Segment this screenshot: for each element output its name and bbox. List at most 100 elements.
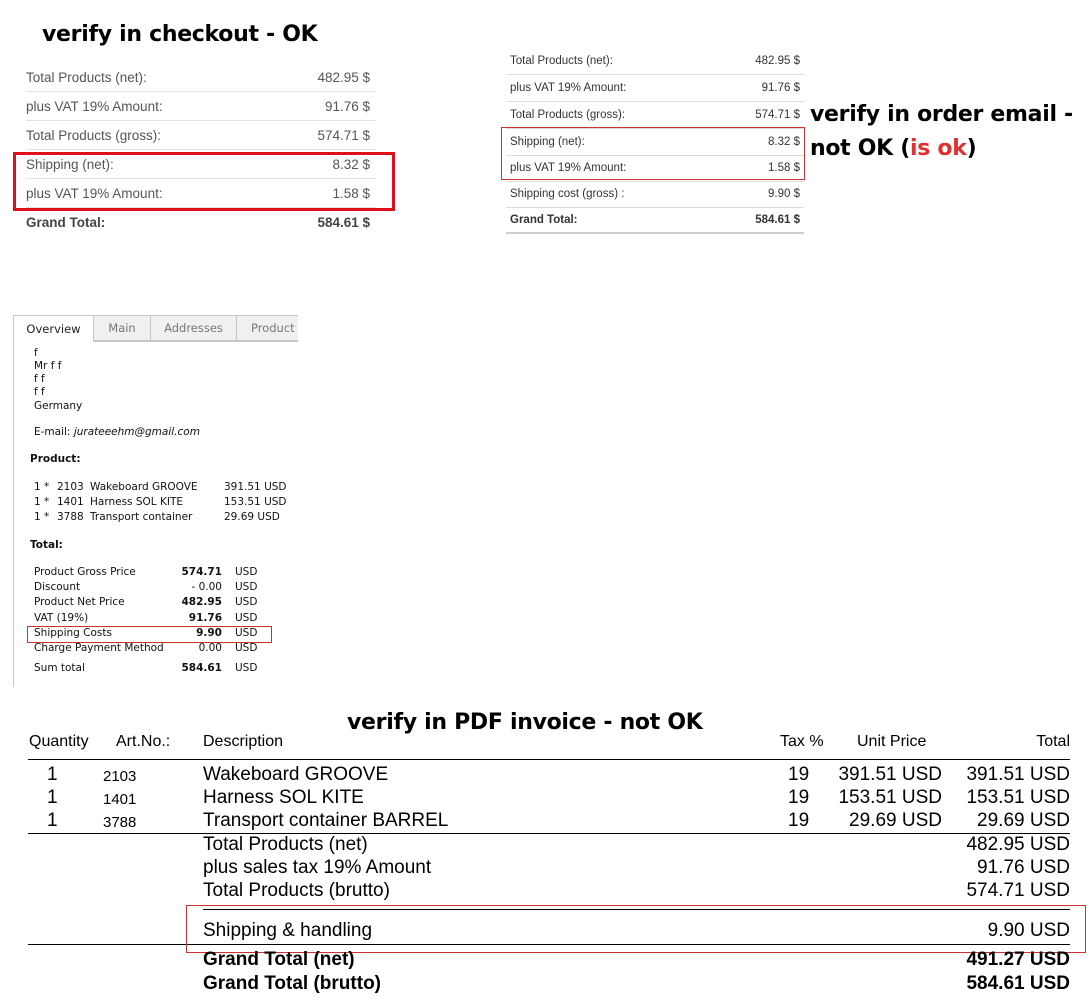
total-value: 9.90 — [196, 627, 222, 639]
email-heading-line2: not OK (is ok) — [810, 136, 977, 161]
row-value: 8.32 $ — [768, 136, 800, 148]
row-value: 482.95 $ — [317, 70, 370, 85]
grand-total-value: 584.61 USD — [966, 973, 1070, 994]
row-value: 91.76 $ — [761, 82, 800, 94]
row-value: 8.32 $ — [332, 157, 370, 172]
row-value: 9.90 $ — [768, 188, 800, 200]
total-currency: USD — [235, 662, 258, 674]
row-value: 482.95 $ — [755, 55, 800, 67]
checkout-row: Total Products (net): 482.95 $ — [26, 64, 376, 92]
email-row: Total Products (gross): 574.71 $ — [506, 102, 804, 129]
row-label: Grand Total: — [26, 214, 106, 230]
address-line: Germany — [34, 400, 83, 412]
address-line: f — [34, 347, 38, 359]
total-currency: USD — [235, 612, 258, 624]
product-heading: Product: — [30, 453, 81, 465]
product-name: Wakeboard GROOVE — [90, 481, 198, 493]
product-qty: 1 * — [34, 496, 50, 508]
grand-total-value: 491.27 USD — [966, 949, 1070, 970]
item-desc: Wakeboard GROOVE — [203, 764, 389, 785]
row-value: 584.61 $ — [755, 213, 800, 226]
total-currency: USD — [235, 566, 258, 578]
email-grand-total: Grand Total: 584.61 $ — [506, 207, 804, 234]
total-value: 574.71 — [181, 566, 222, 578]
item-unit-price: 153.51 USD — [838, 787, 942, 808]
email-line: E-mail: jurateeehm@gmail.com — [34, 426, 200, 439]
total-currency: USD — [235, 596, 258, 608]
checkout-row: plus VAT 19% Amount: 91.76 $ — [26, 93, 376, 121]
total-value: 482.95 — [181, 596, 222, 608]
email-value[interactable]: jurateeehm@gmail.com — [73, 426, 200, 438]
item-qty: 1 — [47, 787, 58, 808]
address-line: f f — [34, 373, 45, 385]
row-label: Total Products (net): — [26, 70, 147, 85]
tab-overview[interactable]: Overview — [13, 315, 94, 342]
email-heading-line1: verify in order email - — [810, 102, 1073, 127]
summary-divider — [203, 909, 1070, 910]
item-unit-price: 29.69 USD — [849, 810, 942, 831]
item-qty: 1 — [47, 764, 58, 785]
summary-label: plus sales tax 19% Amount — [203, 857, 432, 878]
checkout-grand-total: Grand Total: 584.61 $ — [26, 208, 376, 236]
item-total: 391.51 USD — [966, 764, 1070, 785]
summary-value: 574.71 USD — [966, 880, 1070, 901]
email-row: Shipping (net): 8.32 $ — [506, 129, 804, 156]
email-row: Total Products (net): 482.95 $ — [506, 48, 804, 75]
checkout-row: Total Products (gross): 574.71 $ — [26, 122, 376, 150]
row-value: 91.76 $ — [324, 99, 370, 114]
pdf-shipping-highlight — [186, 905, 1086, 953]
item-qty: 1 — [47, 810, 58, 831]
total-label: Charge Payment Method — [34, 642, 164, 654]
email-heading-red-note: is ok — [910, 136, 967, 161]
address-line: Mr f f — [34, 360, 62, 372]
row-value: 574.71 $ — [317, 128, 370, 143]
email-shipping-highlight — [501, 127, 805, 180]
total-value: 91.76 — [188, 612, 222, 624]
row-label: plus VAT 19% Amount: — [510, 162, 627, 174]
admin-panel-border — [13, 341, 14, 687]
items-divider — [28, 833, 1070, 834]
email-label: E-mail: — [34, 426, 71, 438]
email-row: plus VAT 19% Amount: 91.76 $ — [506, 75, 804, 102]
product-price: 391.51 USD — [224, 481, 287, 493]
item-desc: Harness SOL KITE — [203, 787, 364, 808]
checkout-row: plus VAT 19% Amount: 1.58 $ — [26, 180, 376, 208]
shipping-value: 9.90 USD — [987, 920, 1070, 941]
total-currency: USD — [235, 642, 258, 654]
row-label: Total Products (net): — [510, 55, 613, 67]
total-label: Discount — [34, 581, 81, 593]
tab-product[interactable]: Product — [236, 315, 298, 341]
col-artno: Art.No.: — [116, 733, 171, 750]
item-desc: Transport container BARREL — [203, 810, 449, 831]
product-art: 2103 — [57, 481, 84, 493]
product-art: 3788 — [57, 511, 84, 523]
col-total: Total — [1036, 733, 1070, 750]
tab-main[interactable]: Main — [93, 315, 151, 341]
shipping-divider — [28, 944, 1070, 945]
product-art: 1401 — [57, 496, 84, 508]
summary-value: 482.95 USD — [966, 834, 1070, 855]
product-qty: 1 * — [34, 481, 50, 493]
checkout-heading: verify in checkout - OK — [42, 22, 318, 47]
admin-tab-bar: Overview Main Addresses Product — [13, 315, 298, 342]
item-tax: 19 — [788, 810, 810, 831]
tab-addresses[interactable]: Addresses — [150, 315, 237, 341]
item-tax: 19 — [788, 787, 810, 808]
admin-shipping-highlight — [27, 626, 272, 643]
col-unit-price: Unit Price — [857, 733, 927, 750]
row-label: plus VAT 19% Amount: — [510, 82, 627, 94]
row-value: 1.58 $ — [768, 162, 800, 174]
header-divider — [28, 759, 1070, 760]
col-description: Description — [203, 733, 284, 750]
email-heading-prefix: not OK ( — [810, 136, 911, 161]
pdf-heading: verify in PDF invoice - not OK — [347, 710, 703, 735]
checkout-row: Shipping (net): 8.32 $ — [26, 151, 376, 179]
email-row: Shipping cost (gross) : 9.90 $ — [506, 181, 804, 208]
row-label: Grand Total: — [510, 213, 578, 226]
shipping-label: Shipping & handling — [203, 920, 373, 941]
product-name: Harness SOL KITE — [90, 496, 184, 508]
total-label: Sum total — [34, 662, 85, 674]
item-tax: 19 — [788, 764, 810, 785]
summary-label: Total Products (net) — [203, 834, 368, 855]
total-value: 584.61 — [181, 662, 222, 674]
